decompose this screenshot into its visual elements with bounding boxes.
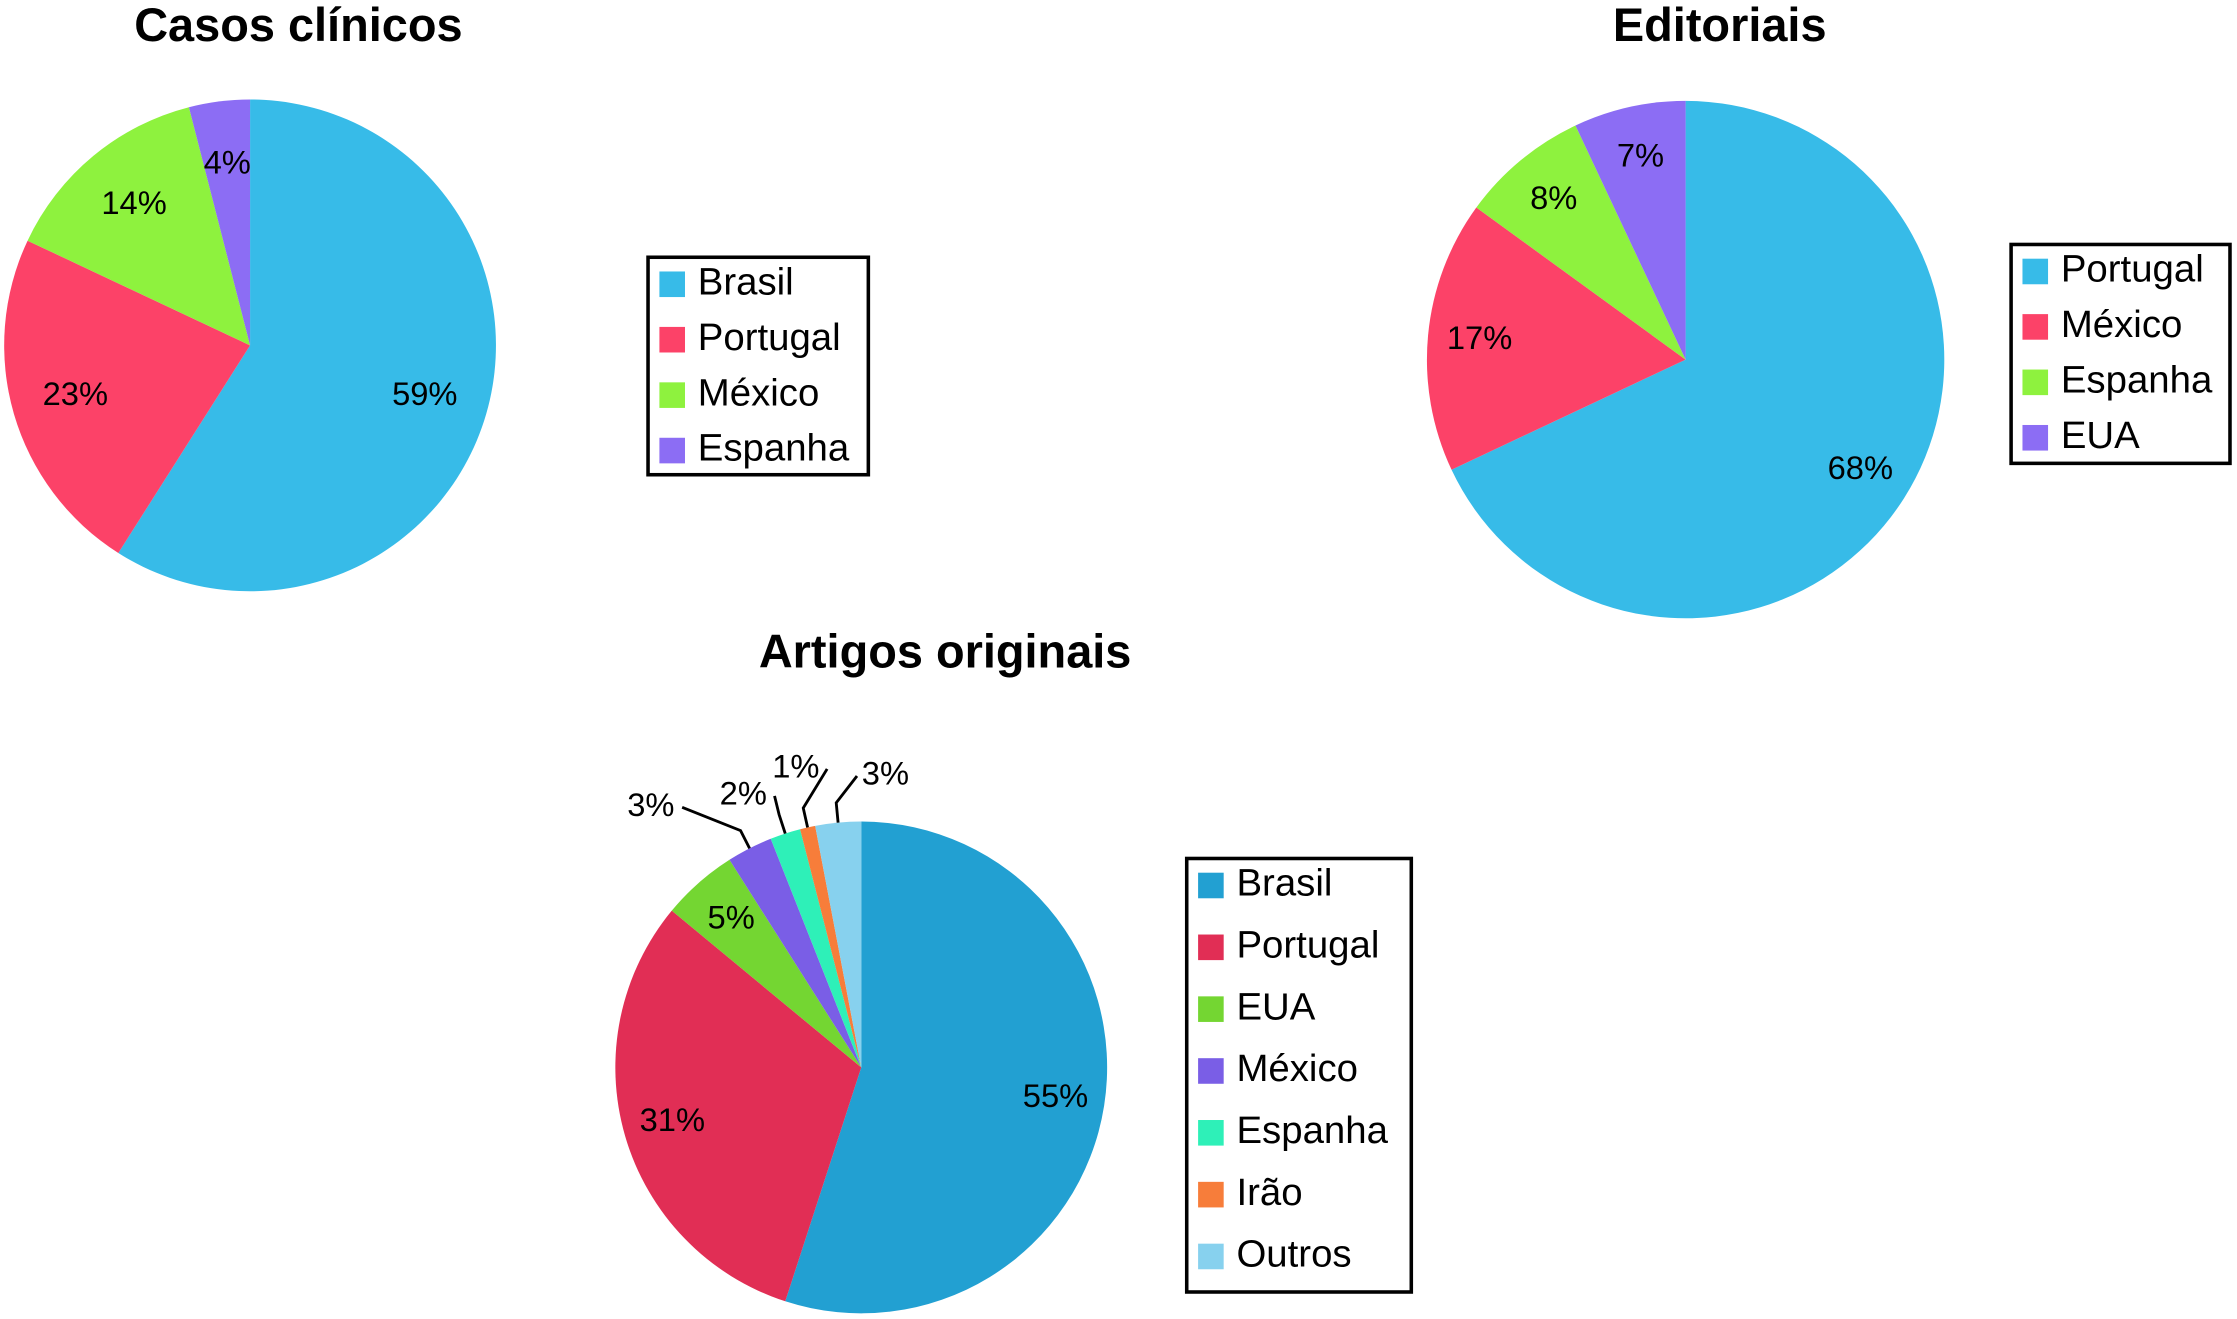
value-label: 17%: [1447, 319, 1512, 356]
legend-label: Brasil: [1236, 862, 1332, 905]
legend-swatch: [1198, 1243, 1224, 1270]
leader-line: [801, 768, 829, 828]
value-label: 4%: [204, 144, 251, 181]
legend-box: [1184, 856, 1414, 1294]
pie-slice: [615, 910, 862, 1302]
value-label: 1%: [772, 748, 819, 785]
pie-slice: [785, 821, 1108, 1314]
legend-label: México: [1236, 1047, 1358, 1090]
legend-label: México: [2061, 303, 2183, 346]
legend-label: Portugal: [698, 316, 841, 359]
pie-slice: [1476, 125, 1686, 360]
value-label: 8%: [1530, 179, 1577, 216]
value-label: 5%: [708, 899, 755, 936]
value-label: 31%: [640, 1101, 705, 1138]
pie-slice: [188, 99, 251, 346]
value-label: 59%: [392, 375, 457, 412]
value-label: 55%: [1023, 1077, 1088, 1114]
value-label: 7%: [1617, 136, 1664, 173]
value-label: 23%: [43, 375, 108, 412]
pie-slice: [770, 829, 862, 1068]
pie-slice: [800, 825, 862, 1068]
chart-title: Casos clínicos: [134, 0, 462, 51]
pie-slice: [27, 107, 251, 346]
value-label: 14%: [101, 184, 166, 221]
legend-swatch: [1198, 1181, 1224, 1208]
legend-label: México: [698, 371, 820, 414]
legend-label: Brasil: [698, 260, 794, 303]
pie-slice: [729, 838, 862, 1068]
pie-slice: [1451, 100, 1945, 619]
pie-slice: [1426, 207, 1686, 470]
pie-slice: [815, 821, 862, 1068]
legend-swatch: [1198, 934, 1224, 961]
legend-swatch: [1198, 996, 1224, 1022]
legend-label: Outros: [1236, 1233, 1351, 1276]
chart-title: Editoriais: [1613, 0, 1827, 51]
pie-slice: [1575, 100, 1686, 360]
chart-title: Artigos originais: [759, 626, 1132, 678]
legend-label: Espanha: [1236, 1109, 1388, 1152]
legend-swatch: [2022, 424, 2049, 451]
legend-label: Portugal: [1236, 923, 1379, 966]
legend-label: Espanha: [698, 427, 850, 470]
legend-label: Portugal: [2061, 248, 2204, 291]
pie-slice: [4, 240, 251, 553]
legend-swatch: [659, 326, 685, 353]
legend-swatch: [2022, 369, 2049, 396]
pie-slice: [118, 99, 496, 592]
leader-line: [681, 805, 751, 849]
pie-slice: [671, 859, 862, 1068]
value-label: 2%: [720, 775, 767, 812]
value-label: 3%: [862, 755, 909, 792]
legend-swatch: [1198, 872, 1224, 899]
legend-label: Irão: [1236, 1171, 1302, 1214]
legend-label: EUA: [2061, 414, 2140, 457]
legend-label: EUA: [1236, 985, 1315, 1028]
legend-swatch: [659, 382, 685, 408]
value-label: 3%: [627, 786, 674, 823]
value-label: 68%: [1828, 449, 1893, 486]
legend-swatch: [659, 437, 685, 464]
leader-line: [834, 775, 859, 823]
legend-swatch: [1198, 1120, 1224, 1146]
legend-swatch: [2022, 314, 2049, 340]
legend-swatch: [2022, 258, 2049, 285]
legend-swatch: [659, 271, 685, 298]
legend-swatch: [1198, 1058, 1224, 1084]
legend-label: Espanha: [2061, 358, 2213, 401]
leader-line: [773, 795, 787, 835]
